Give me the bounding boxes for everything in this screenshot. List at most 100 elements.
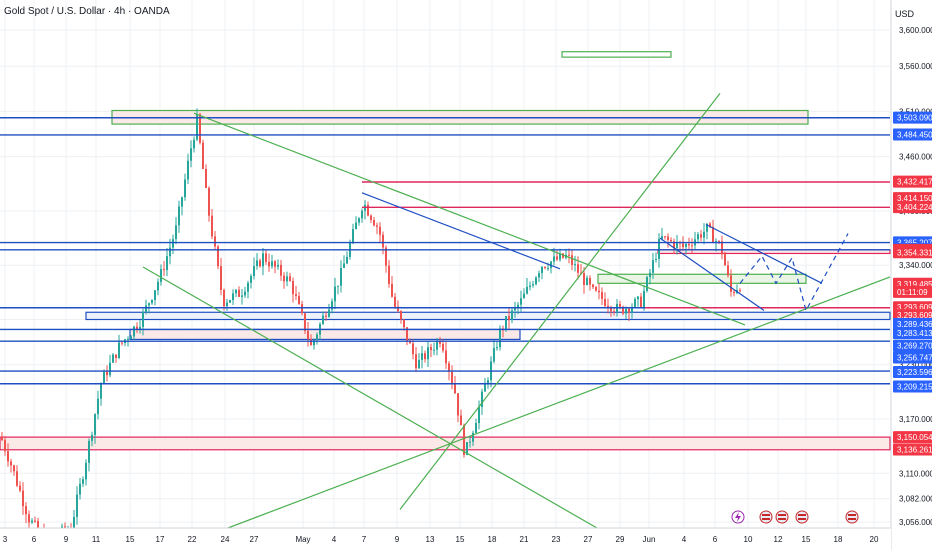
zone-box <box>561 51 672 58</box>
candle-body <box>589 277 591 285</box>
price-tick-label: 3,560.000 <box>899 62 932 71</box>
time-tick-label: 15 <box>456 535 465 544</box>
candle-body <box>274 261 276 267</box>
candle-body <box>328 309 330 317</box>
candle-body <box>280 264 282 276</box>
candle-body <box>148 303 150 306</box>
time-axis-bg <box>0 528 891 550</box>
candle-body <box>403 319 405 328</box>
price-badge-label: 3,484.450 <box>897 131 932 140</box>
time-tick-label: 18 <box>834 535 843 544</box>
price-badge <box>893 365 932 378</box>
candle-body <box>76 494 78 517</box>
candle-body <box>466 442 468 455</box>
candle-body <box>712 226 714 243</box>
candle-body <box>619 303 621 307</box>
candle-body <box>631 306 633 313</box>
price-badge <box>893 285 932 298</box>
candle-body <box>382 234 384 248</box>
candle-body <box>628 308 630 313</box>
candle-body <box>247 282 249 292</box>
candle-body <box>496 347 498 349</box>
candle-body <box>94 414 96 435</box>
candle-body <box>217 246 219 267</box>
candle-body <box>454 383 456 394</box>
candle-body <box>394 296 396 307</box>
candle-body <box>451 371 453 384</box>
us-flag-stripe <box>762 514 770 516</box>
time-tick-label: 7 <box>362 535 367 544</box>
candle-body <box>25 506 27 515</box>
candle-body <box>625 308 627 314</box>
candle-body <box>463 425 465 455</box>
candle-body <box>19 485 21 491</box>
candle-body <box>733 291 735 294</box>
time-tick-label: 3 <box>3 535 8 544</box>
price-tick-label: 3,056.000 <box>899 518 932 527</box>
us-flag-stripe <box>762 518 770 520</box>
price-badge-label: 3,289.436 <box>897 320 932 329</box>
time-tick-label: 13 <box>426 535 435 544</box>
event-icons[interactable] <box>731 510 859 524</box>
candle-body <box>718 241 720 243</box>
zone-box <box>129 328 521 341</box>
us-flag-stripe <box>798 514 806 516</box>
us-flag-icon <box>845 510 859 524</box>
candle-body <box>379 226 381 235</box>
candle-body <box>613 311 615 313</box>
price-badge <box>893 175 932 188</box>
candle-body <box>526 286 528 294</box>
currency-label[interactable]: USD <box>894 9 914 19</box>
candle-body <box>331 301 333 310</box>
candle-body <box>187 160 189 180</box>
time-tick-label: 9 <box>395 535 400 544</box>
candle-body <box>121 342 123 344</box>
candle-body <box>310 339 312 346</box>
candle-body <box>673 241 675 248</box>
price-badge-label: 3,432.417 <box>897 178 932 187</box>
candle-body <box>100 383 102 399</box>
candle-body <box>301 304 303 314</box>
candle-body <box>259 260 261 267</box>
price-tick-label: 3,460.000 <box>899 153 932 162</box>
zone-box <box>597 273 807 284</box>
candle-body <box>277 264 279 267</box>
time-axis[interactable]: 3 6 9 11 15 17 22 24 27 May 4 7 9 13 15 18 21 23 27 29 Jun 4 6… <box>0 527 891 550</box>
candle-body <box>577 264 579 273</box>
price-badge <box>893 246 932 259</box>
candle-body <box>145 305 147 312</box>
price-badge-label: 3,283.413 <box>897 329 932 338</box>
candle-body <box>532 284 534 286</box>
time-tick-label: 10 <box>744 535 753 544</box>
candle-body <box>367 204 369 216</box>
candle-body <box>607 305 609 308</box>
candle-body <box>574 264 576 266</box>
candle-body <box>460 415 462 426</box>
candle-body <box>262 253 264 267</box>
candle-body <box>163 269 165 271</box>
candle-body <box>721 241 723 255</box>
candle-body <box>211 215 213 237</box>
candle-body <box>421 353 423 360</box>
price-badge-label: 3,269.270 <box>897 342 932 351</box>
candle-body <box>157 281 159 291</box>
candle-body <box>535 277 537 285</box>
candle-body <box>352 229 354 244</box>
candle-body <box>73 516 75 531</box>
candle-body <box>340 268 342 286</box>
price-badge <box>893 111 932 124</box>
trend-line <box>705 223 823 284</box>
price-badge-label: 3,209.215 <box>897 382 932 391</box>
candle-body <box>169 247 171 257</box>
candle-body <box>520 298 522 305</box>
price-badge-label: 3,293.609 <box>897 303 932 312</box>
price-axis[interactable]: 3,600.0003,560.0003,510.0003,460.0003,40… <box>890 0 932 550</box>
candle-body <box>1 437 3 440</box>
trend-line <box>193 112 746 326</box>
zone-box <box>0 436 891 451</box>
drawing-lines <box>0 92 891 538</box>
symbol-title[interactable]: Gold Spot / U.S. Dollar · 4h · OANDA <box>4 6 170 17</box>
candle-body <box>184 179 186 198</box>
candle-body <box>553 256 555 262</box>
